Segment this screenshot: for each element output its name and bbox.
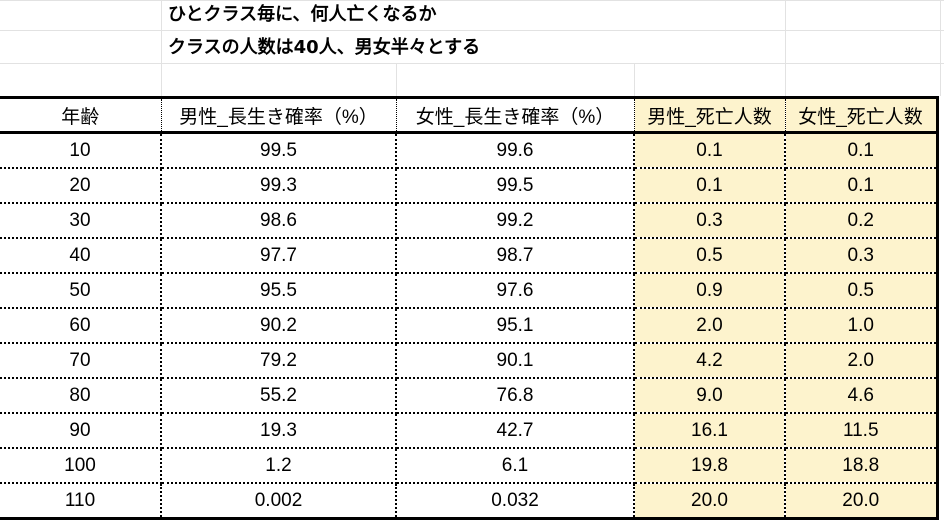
table-row: 10 99.5 99.6 0.1 0.1: [0, 132, 939, 169]
grid-line: [634, 63, 635, 96]
cell-female-deaths[interactable]: 0.2: [785, 203, 939, 239]
cell-male-deaths[interactable]: 0.1: [634, 132, 786, 169]
cell-male-survival[interactable]: 97.7: [161, 238, 397, 274]
cell-age[interactable]: 30: [0, 203, 162, 239]
header-cell-age[interactable]: 年齢: [0, 96, 162, 134]
header-cell-female-deaths[interactable]: 女性_死亡人数: [785, 96, 939, 134]
table-row: 70 79.2 90.1 4.2 2.0: [0, 343, 939, 379]
cell-age[interactable]: 20: [0, 168, 162, 204]
table-row: 110 0.002 0.032 20.0 20.0: [0, 483, 939, 520]
cell-male-survival[interactable]: 55.2: [161, 378, 397, 414]
cell-male-deaths[interactable]: 9.0: [634, 378, 786, 414]
cell-age[interactable]: 110: [0, 483, 162, 520]
grid-line: [0, 0, 944, 1]
sheet-subtitle[interactable]: クラスの人数は40人、男女半々とする: [168, 37, 481, 58]
header-cell-female-survival[interactable]: 女性_長生き確率（%）: [396, 96, 635, 134]
header-cell-male-survival[interactable]: 男性_長生き確率（%）: [161, 96, 397, 134]
cell-female-deaths[interactable]: 0.1: [785, 132, 939, 169]
cell-female-deaths[interactable]: 2.0: [785, 343, 939, 379]
header-row: 年齢 男性_長生き確率（%） 女性_長生き確率（%） 男性_死亡人数 女性_死亡…: [0, 96, 939, 134]
cell-age[interactable]: 50: [0, 273, 162, 309]
cell-male-deaths[interactable]: 0.1: [634, 168, 786, 204]
cell-male-survival[interactable]: 99.3: [161, 168, 397, 204]
cell-female-deaths[interactable]: 11.5: [785, 413, 939, 449]
grid-line: [396, 63, 397, 96]
cell-age[interactable]: 90: [0, 413, 162, 449]
cell-age[interactable]: 60: [0, 308, 162, 344]
cell-female-survival[interactable]: 76.8: [396, 378, 635, 414]
table-row: 90 19.3 42.7 16.1 11.5: [0, 413, 939, 449]
cell-female-deaths[interactable]: 20.0: [785, 483, 939, 520]
cell-female-deaths[interactable]: 0.1: [785, 168, 939, 204]
cell-male-deaths[interactable]: 16.1: [634, 413, 786, 449]
data-table: 年齢 男性_長生き確率（%） 女性_長生き確率（%） 男性_死亡人数 女性_死亡…: [0, 96, 939, 520]
cell-female-deaths[interactable]: 0.3: [785, 238, 939, 274]
grid-line: [0, 63, 944, 64]
cell-male-survival[interactable]: 19.3: [161, 413, 397, 449]
cell-male-survival[interactable]: 90.2: [161, 308, 397, 344]
cell-female-survival[interactable]: 99.5: [396, 168, 635, 204]
sheet-title[interactable]: ひとクラス毎に、何人亡くなるか: [168, 4, 437, 25]
cell-female-deaths[interactable]: 4.6: [785, 378, 939, 414]
table-row: 20 99.3 99.5 0.1 0.1: [0, 168, 939, 204]
cell-male-survival[interactable]: 99.5: [161, 132, 397, 169]
cell-age[interactable]: 80: [0, 378, 162, 414]
grid-line: [785, 0, 786, 96]
cell-male-deaths[interactable]: 2.0: [634, 308, 786, 344]
cell-female-survival[interactable]: 6.1: [396, 448, 635, 484]
cell-male-survival[interactable]: 95.5: [161, 273, 397, 309]
table-row: 80 55.2 76.8 9.0 4.6: [0, 378, 939, 414]
cell-female-deaths[interactable]: 0.5: [785, 273, 939, 309]
cell-female-survival[interactable]: 97.6: [396, 273, 635, 309]
cell-age[interactable]: 40: [0, 238, 162, 274]
cell-female-survival[interactable]: 98.7: [396, 238, 635, 274]
cell-female-survival[interactable]: 99.6: [396, 132, 635, 169]
cell-age[interactable]: 100: [0, 448, 162, 484]
cell-age[interactable]: 70: [0, 343, 162, 379]
grid-line: [161, 0, 162, 96]
cell-male-survival[interactable]: 98.6: [161, 203, 397, 239]
cell-male-deaths[interactable]: 0.5: [634, 238, 786, 274]
cell-female-survival[interactable]: 0.032: [396, 483, 635, 520]
grid-line: [0, 30, 944, 31]
cell-female-survival[interactable]: 42.7: [396, 413, 635, 449]
cell-male-survival[interactable]: 0.002: [161, 483, 397, 520]
table-row: 50 95.5 97.6 0.9 0.5: [0, 273, 939, 309]
cell-male-deaths[interactable]: 0.9: [634, 273, 786, 309]
cell-male-survival[interactable]: 79.2: [161, 343, 397, 379]
table-row: 40 97.7 98.7 0.5 0.3: [0, 238, 939, 274]
cell-female-survival[interactable]: 95.1: [396, 308, 635, 344]
cell-male-deaths[interactable]: 19.8: [634, 448, 786, 484]
cell-female-deaths[interactable]: 18.8: [785, 448, 939, 484]
cell-female-survival[interactable]: 99.2: [396, 203, 635, 239]
cell-male-deaths[interactable]: 0.3: [634, 203, 786, 239]
grid-line: [940, 0, 941, 96]
table-row: 30 98.6 99.2 0.3 0.2: [0, 203, 939, 239]
table-row: 60 90.2 95.1 2.0 1.0: [0, 308, 939, 344]
cell-male-deaths[interactable]: 20.0: [634, 483, 786, 520]
header-cell-male-deaths[interactable]: 男性_死亡人数: [634, 96, 786, 134]
table-row: 100 1.2 6.1 19.8 18.8: [0, 448, 939, 484]
cell-female-survival[interactable]: 90.1: [396, 343, 635, 379]
cell-male-deaths[interactable]: 4.2: [634, 343, 786, 379]
cell-female-deaths[interactable]: 1.0: [785, 308, 939, 344]
cell-male-survival[interactable]: 1.2: [161, 448, 397, 484]
cell-age[interactable]: 10: [0, 132, 162, 169]
